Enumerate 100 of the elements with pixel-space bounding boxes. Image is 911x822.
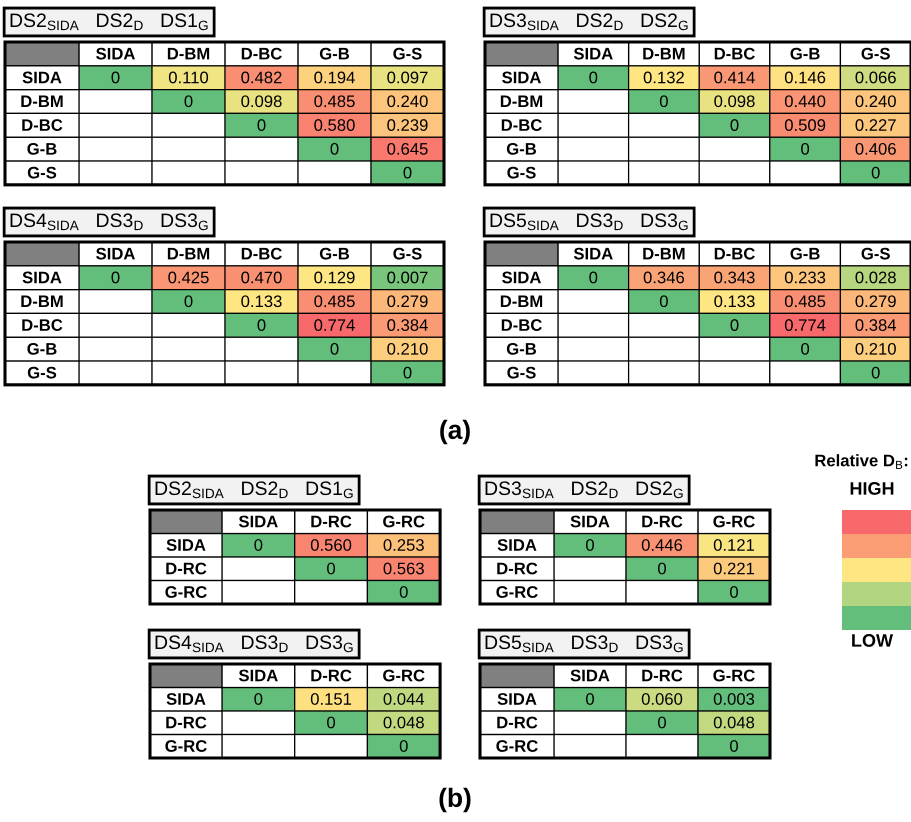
chart-title: DS3$_{SIDA}$ DS2$_{D}$ DS2$_{G}$ (486, 481, 683, 498)
y-tick-label: SIDA (22, 72, 62, 84)
data-label: 0 (258, 319, 266, 331)
text: Relative D$_{B}$: (815, 454, 908, 469)
data-label: 0.580 (314, 119, 355, 131)
y-tick-label: G-RC (496, 740, 538, 752)
data-label: 0.239 (387, 119, 428, 131)
data-label: 0 (400, 586, 408, 598)
chart-title: DS4$_{SIDA}$ DS3$_{D}$ DS3$_{G}$ (156, 635, 353, 652)
x-tick-label: G-RC (383, 670, 425, 682)
data-label: 0.133 (714, 295, 755, 308)
x-tick-label: G-RC (713, 516, 755, 528)
x-tick-label: D-BC (714, 48, 755, 60)
data-label: 0 (330, 142, 338, 155)
text: HIGH (850, 482, 894, 495)
data-label: 0 (658, 716, 666, 728)
data-label: 0 (801, 142, 810, 155)
data-label: 0.133 (241, 295, 282, 308)
data-label: 0.446 (642, 539, 682, 551)
y-tick-label: D-RC (166, 562, 206, 574)
data-label: 0.210 (856, 342, 896, 355)
x-tick-label: G-B (320, 248, 350, 260)
y-tick-label: D-BC (22, 119, 62, 131)
y-tick-label: G-B (506, 342, 536, 355)
x-tick-label: SIDA (574, 248, 613, 260)
data-label: 0.485 (314, 95, 355, 108)
x-tick-label: G-S (862, 248, 890, 260)
data-label: 0 (730, 319, 738, 331)
x-tick-label: D-BM (643, 48, 685, 60)
chart-title: DS2$_{SIDA}$ DS2$_{D}$ DS1$_{G}$ (156, 481, 353, 498)
text: (a) (440, 420, 470, 444)
x-tick-label: G-B (790, 248, 820, 260)
y-tick-label: G-B (506, 142, 536, 155)
y-tick-label: G-RC (165, 740, 207, 752)
data-label: 0 (658, 562, 666, 574)
y-tick-label: G-S (28, 166, 56, 179)
data-label: 0.227 (856, 119, 896, 131)
data-label: 0.470 (241, 272, 282, 284)
y-tick-label: SIDA (498, 539, 536, 551)
chart-title: DS2$_{SIDA}$ DS2$_{D}$ DS1$_{G}$ (10, 13, 208, 30)
data-label: 0.485 (784, 295, 826, 308)
data-label: 0.253 (384, 539, 424, 551)
chart-title: DS5$_{SIDA}$ DS3$_{D}$ DS3$_{G}$ (486, 635, 683, 652)
data-label: 0.146 (784, 72, 826, 84)
x-tick-label: D-BC (242, 48, 282, 60)
data-label: 0.028 (856, 272, 896, 284)
x-tick-label: G-S (393, 248, 422, 260)
data-label: 0 (112, 72, 120, 84)
data-label: 0 (730, 740, 738, 752)
data-label: 0.240 (856, 95, 896, 108)
data-label: 0.406 (856, 142, 896, 155)
x-tick-label: SIDA (96, 48, 135, 60)
data-label: 0.132 (644, 72, 684, 84)
data-label: 0.097 (387, 72, 428, 84)
data-label: 0.129 (314, 272, 355, 284)
y-tick-label: G-S (507, 366, 536, 379)
data-label: 0 (801, 342, 810, 355)
data-label: 0.048 (714, 716, 754, 728)
y-tick-label: SIDA (498, 693, 536, 705)
x-tick-label: G-RC (383, 516, 425, 528)
y-tick-label: D-BM (500, 96, 542, 107)
data-label: 0 (258, 119, 266, 131)
data-label: 0 (660, 95, 668, 108)
y-tick-label: G-RC (496, 586, 538, 598)
x-tick-label: SIDA (238, 670, 278, 682)
data-label: 0.066 (856, 72, 896, 84)
x-tick-label: SIDA (574, 48, 613, 60)
data-label: 0 (586, 539, 594, 551)
y-tick-label: D-BM (21, 296, 63, 307)
data-label: 0 (404, 366, 412, 379)
data-label: 0.384 (387, 319, 428, 331)
data-label: 0.007 (387, 272, 428, 284)
data-label: 0 (404, 166, 412, 179)
data-label: 0.774 (784, 319, 826, 331)
data-label: 0.279 (856, 295, 896, 308)
data-label: 0 (254, 693, 262, 705)
data-label: 0.110 (168, 72, 208, 84)
x-tick-label: D-RC (642, 670, 682, 682)
data-label: 0.210 (387, 342, 428, 355)
data-label: 0.048 (384, 716, 424, 728)
y-tick-label: D-RC (166, 716, 206, 728)
x-tick-label: SIDA (96, 248, 135, 260)
y-tick-label: G-B (27, 142, 57, 155)
data-label: 0.194 (314, 72, 355, 84)
data-label: 0.346 (644, 272, 684, 284)
data-label: 0.121 (714, 539, 754, 551)
data-label: 0.425 (168, 272, 209, 284)
data-label: 0 (872, 366, 880, 379)
data-label: 0.482 (241, 72, 282, 84)
data-label: 0 (184, 295, 192, 308)
data-label: 0.003 (714, 693, 754, 705)
data-label: 0.098 (241, 95, 282, 108)
data-label: 0 (112, 272, 120, 284)
y-tick-label: G-S (507, 166, 536, 179)
data-label: 0.279 (387, 295, 428, 308)
data-label: 0.343 (714, 272, 755, 284)
data-label: 0.098 (714, 95, 755, 108)
y-tick-label: D-RC (497, 716, 538, 728)
x-tick-label: SIDA (570, 516, 610, 528)
data-label: 0 (400, 740, 408, 752)
